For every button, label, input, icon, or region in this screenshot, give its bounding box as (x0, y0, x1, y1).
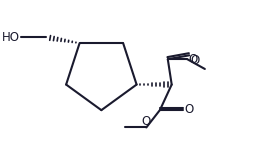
Text: O: O (190, 54, 199, 67)
Text: HO: HO (2, 31, 20, 44)
Text: O: O (142, 115, 151, 128)
Text: O: O (184, 103, 193, 116)
Text: O: O (188, 53, 198, 66)
